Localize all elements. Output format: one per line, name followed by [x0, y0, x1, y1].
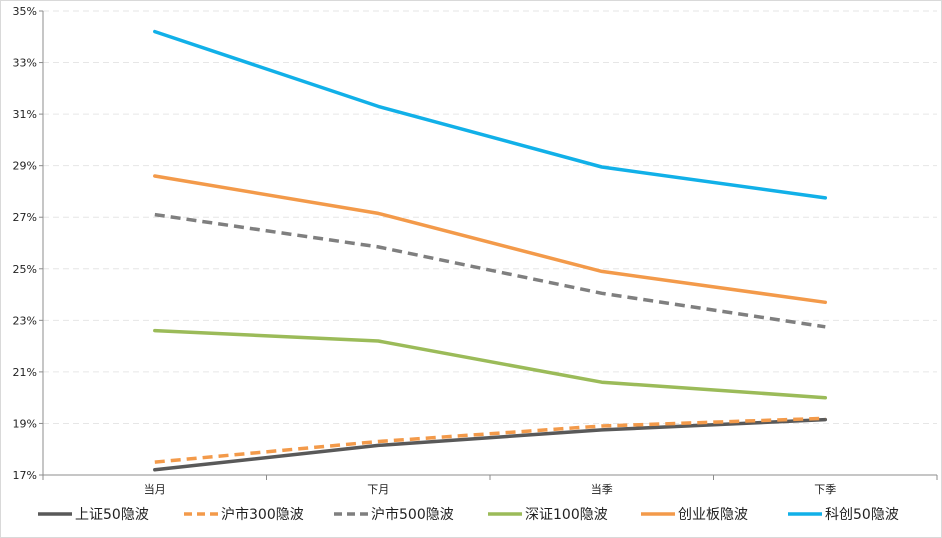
- legend-label: 上证50隐波: [75, 507, 149, 523]
- y-tick-label: 33%: [13, 57, 37, 70]
- legend-label: 科创50隐波: [825, 507, 899, 523]
- series-line-4: [153, 174, 828, 305]
- axes: [39, 10, 938, 480]
- y-tick-label: 19%: [13, 417, 37, 430]
- x-tick-label: 当月: [144, 482, 166, 496]
- y-tick-label: 27%: [13, 211, 37, 224]
- x-tick-label: 当季: [591, 482, 613, 496]
- y-tick-label: 23%: [13, 314, 37, 327]
- legend: 上证50隐波 沪市300隐波 沪市500隐波 深证100隐波 创业板隐波 科创50隐波: [38, 506, 899, 523]
- y-tick-label: 35%: [13, 5, 37, 18]
- legend-label: 创业板隐波: [678, 507, 748, 523]
- x-tick-labels: 当月 下月 当季 下季: [144, 482, 837, 496]
- y-tick-label: 25%: [13, 263, 37, 276]
- y-tick-label: 29%: [13, 160, 37, 173]
- series-line-5: [153, 29, 828, 200]
- series-line-1: [154, 416, 826, 464]
- y-tick-label: 31%: [13, 108, 37, 121]
- legend-label: 深证100隐波: [525, 507, 608, 523]
- y-tick-label: 21%: [13, 366, 37, 379]
- y-tick-labels: 17% 19% 21% 23% 25% 27% 29% 31% 33% 35%: [13, 5, 37, 482]
- x-tick-label: 下季: [814, 483, 836, 496]
- series-line-0: [153, 417, 828, 472]
- legend-label: 沪市300隐波: [221, 506, 304, 523]
- x-tick-label: 下月: [367, 483, 389, 496]
- series-lines: [153, 29, 828, 472]
- legend-label: 沪市500隐波: [371, 506, 454, 523]
- series-line-2: [154, 212, 826, 329]
- y-tick-label: 17%: [13, 469, 37, 482]
- series-line-3: [153, 328, 828, 400]
